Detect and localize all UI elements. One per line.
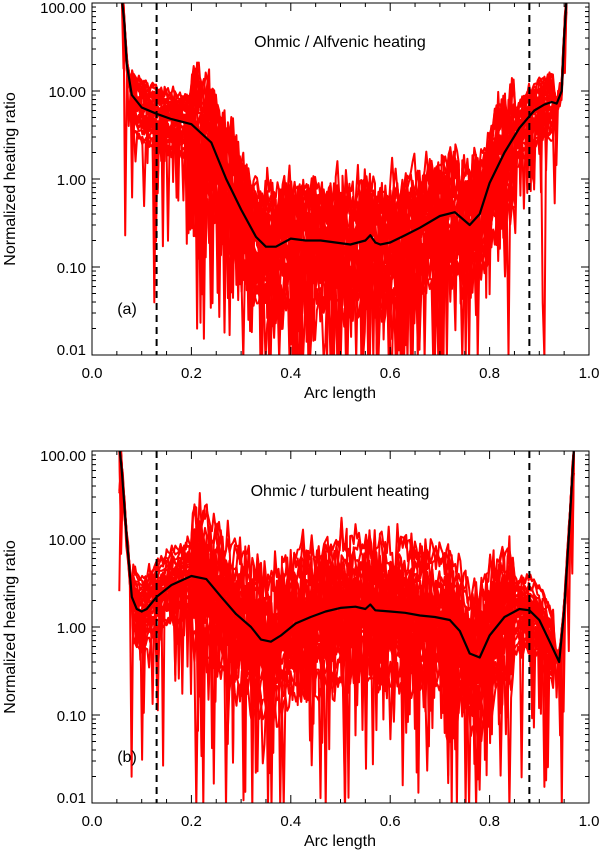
panel-b-label: (b)	[117, 749, 137, 766]
y-tick-label: 0.01	[57, 790, 86, 807]
panel-b-ensemble-curves	[118, 451, 576, 803]
y-tick-label: 100.00	[40, 448, 86, 465]
x-tick-label: 0.8	[479, 365, 500, 382]
y-tick-label: 10.00	[48, 84, 86, 101]
panel-b-vlines	[155, 451, 531, 803]
x-tick-label: 0.0	[82, 365, 103, 382]
x-tick-label: 0.2	[181, 365, 202, 382]
x-tick-label: 0.0	[82, 813, 103, 830]
panel-b-ytick-labels: 100.00 10.00 1.00 0.10 0.01	[40, 448, 86, 807]
x-tick-label: 0.8	[479, 813, 500, 830]
panel-a: 0.0 0.2 0.4 0.6 0.8 1.0 100.00 10.00 1.0…	[2, 0, 599, 402]
ensemble-curve	[119, 451, 575, 684]
panel-a-ytick-labels: 100.00 10.00 1.00 0.10 0.01	[40, 0, 86, 359]
y-tick-label: 10.00	[48, 532, 86, 549]
panel-a-y-axis-label: Normalized heating ratio	[2, 92, 19, 266]
panel-a-ensemble-curves	[120, 3, 568, 355]
panel-a-mean-curve-group	[121, 3, 568, 248]
x-tick-label: 1.0	[579, 365, 600, 382]
panel-a-xtick-labels: 0.0 0.2 0.4 0.6 0.8 1.0	[82, 365, 600, 382]
panel-b-ticks	[91, 451, 590, 804]
y-tick-label: 100.00	[40, 0, 86, 17]
y-tick-label: 0.10	[57, 260, 86, 277]
panel-b-xtick-labels: 0.0 0.2 0.4 0.6 0.8 1.0	[82, 813, 600, 830]
panel-a-vlines	[155, 3, 531, 355]
y-tick-label: 0.10	[57, 708, 86, 725]
panel-b: 0.0 0.2 0.4 0.6 0.8 1.0 100.00 10.00 1.0…	[2, 448, 600, 850]
ensemble-curve	[121, 3, 568, 298]
mean-curve	[121, 3, 568, 248]
y-tick-label: 1.00	[57, 172, 86, 189]
panel-a-ticks	[91, 3, 590, 356]
y-tick-label: 1.00	[57, 620, 86, 637]
ensemble-curve	[119, 451, 575, 712]
panel-b-mean-curve-group	[118, 451, 575, 664]
y-tick-label: 0.01	[57, 342, 86, 359]
mean-curve	[118, 451, 575, 664]
ensemble-curve	[121, 3, 568, 355]
x-tick-label: 1.0	[579, 813, 600, 830]
x-tick-label: 0.2	[181, 813, 202, 830]
panel-b-title: Ohmic / turbulent heating	[251, 483, 430, 500]
panel-a-title: Ohmic / Alfvenic heating	[254, 34, 426, 51]
panel-b-y-axis-label: Normalized heating ratio	[2, 540, 19, 714]
x-tick-label: 0.4	[280, 813, 301, 830]
panel-a-label: (a)	[117, 301, 137, 318]
panel-a-x-axis-label: Arc length	[304, 385, 376, 402]
x-tick-label: 0.4	[280, 365, 301, 382]
x-tick-label: 0.6	[380, 813, 401, 830]
panel-b-x-axis-label: Arc length	[304, 833, 376, 850]
x-tick-label: 0.6	[380, 365, 401, 382]
